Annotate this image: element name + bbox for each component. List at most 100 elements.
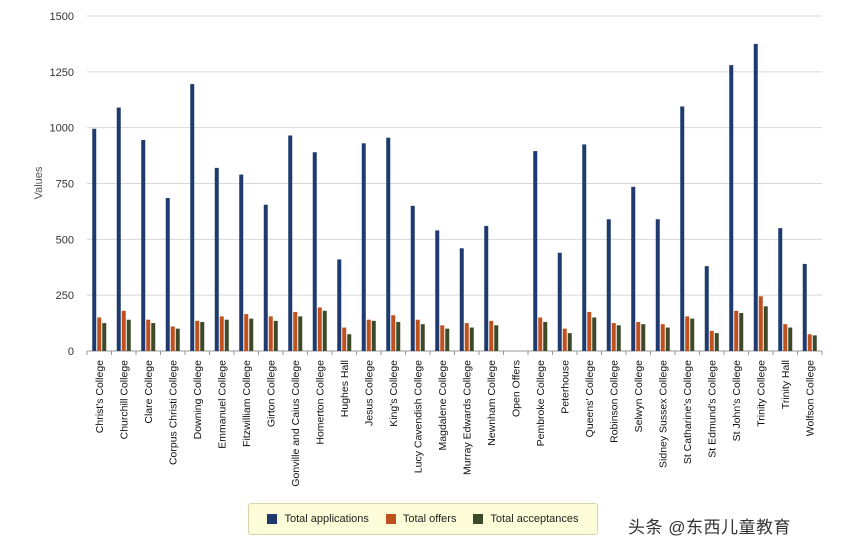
bar-total-acceptances: [396, 321, 401, 351]
bar-total-offers: [685, 316, 690, 351]
bar-total-offers: [342, 327, 347, 351]
bar-total-acceptances: [151, 323, 156, 351]
y-axis-ticks: 0 250 500 750 1000 1250 1500: [50, 11, 74, 358]
bar-total-acceptances: [665, 327, 670, 351]
bar-total-offers: [366, 319, 371, 351]
bar-total-applications: [337, 259, 342, 351]
y-tick-label: 1000: [50, 123, 74, 135]
x-category-label: Murray Edwards College: [461, 360, 473, 475]
bar-total-applications: [165, 198, 170, 351]
bar-total-offers: [317, 307, 322, 351]
x-category-label: Girton College: [265, 360, 277, 427]
bar-total-offers: [489, 320, 494, 351]
x-category-label: Homerton College: [314, 360, 326, 445]
bar-total-offers: [636, 321, 641, 351]
bar-total-applications: [410, 205, 415, 351]
bar-total-acceptances: [469, 327, 474, 351]
bar-total-applications: [190, 84, 195, 351]
bar-total-offers: [807, 334, 812, 351]
legend-label: Total applications: [284, 513, 369, 525]
bar-total-offers: [391, 315, 396, 351]
bar-total-acceptances: [126, 319, 131, 351]
x-category-label: Downing College: [192, 360, 204, 440]
bar-total-applications: [288, 135, 293, 351]
x-category-label: Christ's College: [94, 360, 106, 433]
bar-total-acceptances: [592, 317, 597, 351]
legend-label: Total acceptances: [490, 513, 579, 525]
bar-total-applications: [631, 186, 636, 351]
x-category-label: Corpus Christi College: [167, 360, 179, 465]
bar-total-acceptances: [200, 321, 205, 351]
x-category-label: Emmanuel College: [216, 360, 228, 449]
gridlines: [87, 15, 822, 352]
bar-total-acceptances: [641, 324, 646, 351]
bar-total-acceptances: [690, 318, 695, 351]
bar-total-offers: [440, 325, 445, 351]
bar-total-offers: [660, 324, 665, 351]
bar-total-offers: [562, 328, 567, 351]
y-tick-label: 0: [68, 346, 74, 358]
bar-total-acceptances: [445, 328, 450, 351]
legend-item-acceptances: Total acceptances: [473, 513, 578, 525]
bar-total-acceptances: [298, 316, 303, 351]
legend-swatch: [385, 514, 396, 524]
legend-swatch: [473, 514, 484, 524]
bar-total-offers: [709, 330, 714, 351]
bar-total-applications: [753, 43, 758, 352]
x-category-label: Trinity Hall: [780, 360, 792, 409]
watermark: 头条 @东西儿童教育: [628, 518, 791, 537]
x-category-label: Clare College: [143, 360, 155, 424]
bar-total-offers: [734, 310, 739, 351]
bar-total-offers: [244, 314, 249, 351]
x-category-label: Queens' College: [584, 360, 596, 437]
bar-total-acceptances: [224, 319, 229, 351]
x-category-label: St Edmund's College: [706, 360, 718, 458]
x-category-label: Fitzwilliam College: [241, 360, 253, 447]
legend-swatch: [267, 514, 278, 524]
bar-total-offers: [415, 319, 420, 351]
x-category-label: Lucy Cavendish College: [412, 360, 424, 473]
bar-total-offers: [195, 320, 200, 351]
bar-total-applications: [606, 219, 611, 351]
bar-total-applications: [141, 139, 146, 351]
y-tick-label: 1250: [50, 67, 74, 79]
bar-total-acceptances: [714, 333, 719, 351]
legend-label: Total offers: [402, 513, 457, 525]
y-tick-label: 750: [56, 179, 74, 191]
bar-total-acceptances: [102, 323, 107, 351]
bar-total-acceptances: [322, 310, 327, 351]
bar-total-acceptances: [249, 318, 254, 351]
bar-total-acceptances: [175, 328, 180, 351]
bar-total-acceptances: [347, 334, 352, 351]
bar-total-offers: [783, 324, 788, 351]
bar-total-applications: [435, 230, 440, 351]
bar-total-applications: [533, 151, 538, 351]
bar-total-offers: [146, 319, 151, 351]
x-category-label: Hughes Hall: [339, 360, 351, 417]
x-category-label: Churchill College: [118, 360, 130, 440]
bar-total-applications: [92, 128, 97, 351]
bar-total-applications: [312, 152, 317, 351]
bar-total-applications: [116, 107, 121, 351]
x-axis-categories: Christ's College Churchill College Clare C…: [86, 351, 823, 487]
bar-total-acceptances: [788, 327, 793, 351]
y-tick-label: 250: [56, 290, 74, 302]
x-category-label: Trinity College: [755, 360, 767, 427]
bar-total-offers: [170, 326, 175, 351]
bar-total-offers: [611, 323, 616, 351]
x-category-label: St John's College: [731, 360, 743, 442]
bar-total-offers: [121, 310, 126, 351]
legend-item-applications: Total applications: [267, 513, 369, 525]
x-category-label: Robinson College: [608, 360, 620, 443]
x-category-label: Magdalene College: [437, 360, 449, 451]
bars: [92, 43, 817, 352]
bar-total-acceptances: [812, 335, 817, 351]
bar-total-acceptances: [616, 325, 621, 351]
bar-total-applications: [239, 174, 244, 351]
legend-item-offers: Total offers: [385, 513, 457, 525]
bar-total-applications: [557, 252, 562, 351]
bar-total-offers: [464, 323, 469, 351]
y-tick-label: 500: [56, 234, 74, 246]
